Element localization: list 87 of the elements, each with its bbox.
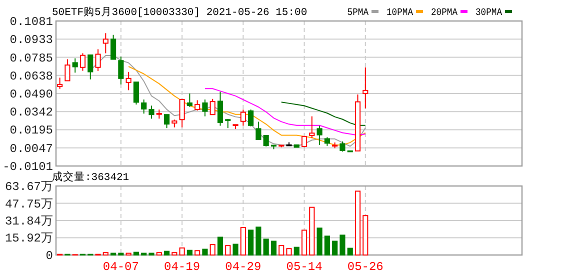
y-tick-label: 31.84万 [4, 214, 53, 228]
legend-label: 30PMA [476, 8, 506, 19]
candlestick [64, 58, 70, 82]
y-tick-label: 63.67万 [4, 180, 53, 194]
legend-label: 5PMA [347, 8, 372, 19]
y-tick-label: 0.1081 [10, 15, 53, 29]
bar [248, 230, 254, 256]
legend-label: 10PMA [386, 8, 417, 19]
candlestick [148, 105, 154, 120]
bar [286, 248, 292, 256]
bar [324, 236, 330, 256]
candlestick [202, 99, 208, 117]
candlestick [179, 98, 185, 128]
candlestick [248, 109, 254, 127]
x-tick-label: 04-19 [164, 260, 200, 274]
bar [270, 240, 277, 256]
y-tick-label: 0.0047 [10, 142, 53, 156]
candlestick [80, 52, 86, 72]
candlestick [57, 77, 63, 90]
bar [210, 244, 216, 256]
bar [225, 245, 231, 256]
line-series [204, 88, 366, 136]
candlestick [225, 118, 231, 129]
bar [164, 250, 170, 256]
bar [232, 244, 238, 256]
candlestick [186, 93, 192, 108]
y-tick-label: 0.0638 [10, 69, 53, 84]
bar [316, 228, 322, 256]
bar [256, 226, 262, 256]
candlestick [133, 82, 140, 106]
bar [179, 247, 185, 256]
bar [294, 246, 300, 256]
bar [332, 240, 338, 256]
candlestick [316, 125, 322, 146]
bar [301, 230, 308, 256]
y-tick-label: 0.0933 [10, 33, 53, 48]
chart-title: 50ETF购5月3600[10003330] 2021-05-26 15:00 [52, 6, 308, 19]
candlestick [156, 109, 162, 120]
candlestick [72, 58, 78, 74]
candlestick [95, 48, 101, 72]
candlestick [256, 121, 262, 140]
chart-title: 成交量:363421 [52, 170, 130, 184]
candlestick [309, 116, 315, 139]
candlestick [118, 56, 124, 85]
bar [354, 190, 361, 256]
bar [202, 248, 208, 256]
bar [263, 238, 269, 256]
candlestick [240, 109, 246, 126]
y-tick-label: 0.0490 [10, 88, 53, 102]
candlestick [88, 54, 94, 80]
y-tick-label: 15.92万 [4, 232, 53, 246]
candlestick [194, 100, 200, 112]
legend-label: 20PMA [431, 8, 462, 19]
candlestick [263, 134, 269, 147]
bar [156, 252, 162, 256]
x-tick-label: 04-07 [102, 260, 139, 274]
bar [172, 252, 178, 256]
bar [340, 234, 346, 256]
bar [347, 248, 353, 256]
bar [278, 245, 284, 256]
bar [194, 250, 200, 256]
bar [217, 236, 224, 256]
candlestick [126, 71, 132, 91]
candlestick [210, 98, 216, 116]
bar [102, 252, 108, 256]
line-series [280, 102, 366, 126]
bar [362, 215, 368, 256]
y-tick-label: -0.0101 [2, 160, 53, 174]
candlestick [164, 114, 170, 129]
bar [240, 226, 246, 256]
candlestick [340, 140, 346, 152]
candlestick [362, 66, 368, 109]
x-tick-label: 05-14 [286, 260, 322, 274]
y-tick-label: 0 [46, 249, 53, 263]
y-tick-label: 0.0342 [10, 106, 53, 120]
y-tick-label: 0.0785 [10, 51, 53, 66]
candlestick [102, 32, 108, 54]
x-tick-label: 04-29 [225, 260, 262, 274]
bar [133, 252, 140, 256]
candlestick [141, 99, 147, 114]
candlestick [217, 91, 224, 126]
candlestick [110, 34, 116, 60]
bar [309, 206, 315, 256]
y-tick-label: 0.0195 [10, 124, 53, 138]
bar [186, 250, 192, 256]
y-tick-label: 47.75万 [4, 197, 53, 212]
x-tick-label: 05-26 [347, 260, 384, 274]
